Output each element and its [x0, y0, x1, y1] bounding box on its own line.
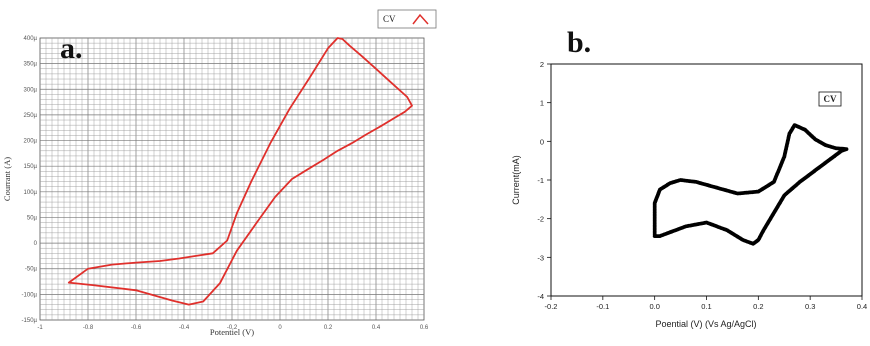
chart-a-y-tick-label: -50µ: [25, 267, 38, 273]
chart-a-legend-box: [377, 9, 437, 29]
chart-a: -1 -0.8 -0.6 -0.4 -0.2 0 0.2 0.4 0.6 400µ 350µ 300…: [2, 9, 437, 337]
chart-b-legend-box: [818, 91, 842, 107]
chart-a-y-tick-label: 300µ: [24, 87, 38, 93]
chart-a-y-tick-label: -100µ: [22, 292, 38, 298]
chart-b-y-tick-label: -2: [537, 215, 544, 224]
chart-a-y-tick-label: 200µ: [24, 139, 38, 145]
chart-b-legend-label: CV: [824, 94, 837, 104]
chart-a-x-tick-label: 0.2: [324, 325, 333, 331]
chart-b-x-tick-label: 0.1: [701, 302, 711, 311]
chart-b-x-tick-label: 0.2: [753, 302, 763, 311]
chart-a-x-tick-label: -0.8: [83, 325, 94, 331]
chart-b-series-cv: [652, 123, 849, 246]
chart-b-x-tick-label: 0.4: [857, 302, 867, 311]
chart-a-legend: CV: [377, 9, 437, 29]
chart-b-x-tick-label: 0.3: [805, 302, 815, 311]
chart-b: -0.2 -0.1 0.0 0.1 0.2 0.3 0.4 2 1 0 -1 -2 -3 -4 b. P…: [511, 26, 867, 329]
chart-a-panel-label: a.: [60, 32, 83, 65]
chart-a-series-cv: [67, 37, 413, 306]
chart-a-y-ticks: 400µ 350µ 300µ 250µ 200µ 150µ 100µ 50µ 0 -50µ -100…: [22, 36, 38, 324]
chart-a-x-tick-label: -1: [37, 325, 43, 331]
chart-b-y-tick-label: -4: [537, 292, 544, 301]
chart-a-y-tick-label: 350µ: [24, 62, 38, 68]
chart-b-y-axis-label: Current(mA): [511, 155, 521, 205]
chart-a-grid: [40, 38, 424, 320]
chart-b-x-tick-label: -0.1: [596, 302, 609, 311]
chart-a-legend-label: CV: [383, 14, 396, 24]
chart-b-x-axis-label: Poential (V) (Vs Ag/AgCl): [655, 319, 756, 329]
chart-a-y-tick-label: 150µ: [24, 164, 38, 170]
chart-a-y-tick-label: 50µ: [27, 215, 38, 221]
chart-a-x-ticks: -1 -0.8 -0.6 -0.4 -0.2 0 0.2 0.4 0.6: [37, 325, 429, 331]
chart-a-x-tick-label: -0.4: [179, 325, 190, 331]
chart-a-y-tick-label: 100µ: [24, 190, 38, 196]
chart-a-legend-swatch: [412, 13, 429, 25]
chart-b-x-tick-label: -0.2: [545, 302, 558, 311]
chart-b-panel-label: b.: [567, 26, 591, 59]
chart-b-x-tick-label: 0.0: [649, 302, 659, 311]
chart-b-x-ticks: -0.2 -0.1 0.0 0.1 0.2 0.3 0.4: [545, 296, 867, 311]
chart-a-x-tick-label: 0: [278, 325, 282, 331]
chart-b-legend: CV: [818, 91, 842, 107]
chart-a-y-tick-label: 0: [34, 241, 38, 247]
chart-a-y-axis-label: Courrant (A): [2, 157, 12, 201]
chart-b-y-tick-label: -3: [537, 253, 544, 262]
chart-b-y-ticks: 2 1 0 -1 -2 -3 -4: [537, 60, 551, 301]
chart-a-y-tick-label: 250µ: [24, 113, 38, 119]
chart-a-x-tick-label: 0.6: [420, 325, 429, 331]
chart-a-y-tick-label: 400µ: [24, 36, 38, 42]
chart-b-y-tick-label: -1: [537, 176, 544, 185]
chart-b-data-point: [654, 234, 658, 239]
chart-b-y-tick-label: 1: [540, 99, 544, 108]
chart-a-x-tick-label: -0.2: [227, 325, 238, 331]
chart-a-y-tick-label: -150µ: [22, 318, 38, 324]
chart-b-y-tick-label: 0: [540, 137, 544, 146]
chart-a-x-tick-label: -0.6: [131, 325, 142, 331]
chart-a-x-tick-label: 0.4: [372, 325, 381, 331]
chart-b-plot-area: [550, 63, 863, 297]
chart-a-x-axis-label: Potentiel (V): [210, 327, 254, 337]
chart-b-y-tick-label: 2: [540, 60, 544, 69]
